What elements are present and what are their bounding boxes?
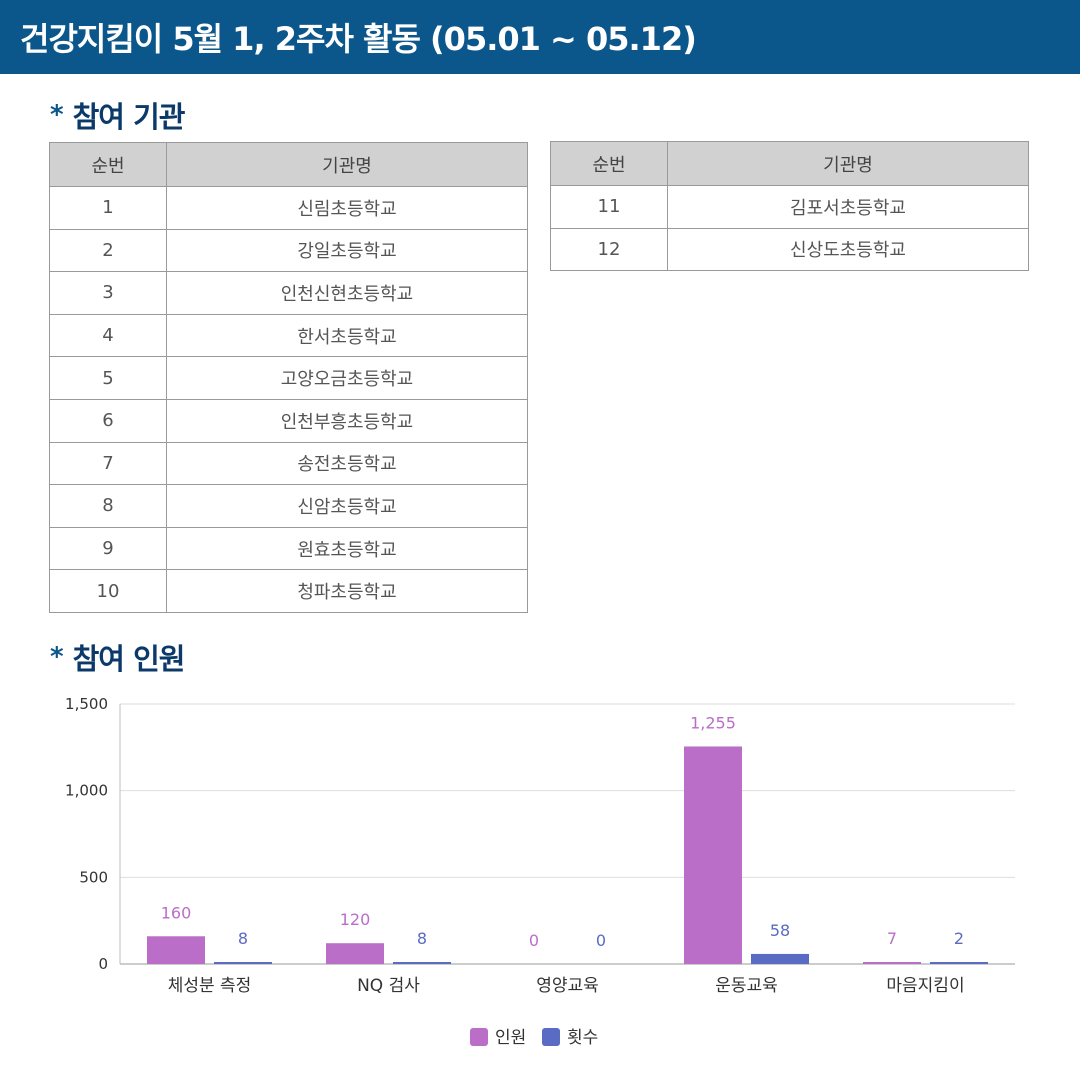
- data-label: 2: [954, 929, 964, 948]
- row-institution: 신암초등학교: [166, 484, 528, 528]
- row-institution: 송전초등학교: [166, 441, 528, 486]
- bar: [326, 943, 384, 964]
- column-header-name: 기관명: [166, 142, 528, 187]
- bar: [393, 962, 451, 964]
- column-header-name: 기관명: [667, 141, 1029, 186]
- bar: [684, 746, 742, 964]
- row-number: 1: [49, 186, 167, 230]
- data-label: 0: [596, 931, 606, 950]
- row-institution: 인천부흥초등학교: [166, 398, 528, 443]
- data-label: 1,255: [690, 713, 736, 732]
- bar: [147, 936, 205, 964]
- legend-label: 인원: [495, 1028, 526, 1048]
- data-label: 120: [340, 910, 371, 929]
- row-institution: 한서초등학교: [166, 313, 528, 358]
- bullet-icon: *: [50, 642, 64, 672]
- institutions-table-left: 순번 기관명 1 신림초등학교 2 강일초등학교 3 인천신현초등학교 4 한서초등학교…: [49, 142, 528, 613]
- table-row: 7 송전초등학교: [49, 441, 528, 486]
- row-number: 9: [49, 526, 167, 571]
- row-number: 4: [49, 313, 167, 358]
- table-row: 6 인천부흥초등학교: [49, 398, 528, 443]
- data-label: 8: [238, 929, 248, 948]
- x-tick-label: 운동교육: [715, 976, 778, 996]
- legend-swatch: [542, 1028, 560, 1046]
- participants-title-text: 참여 인원: [72, 642, 186, 676]
- x-tick-label: 마음지킴이: [886, 976, 964, 996]
- table-row: 11 김포서초등학교: [550, 185, 1029, 229]
- row-number: 6: [49, 398, 167, 443]
- participants-bar-chart: 0 500 1,000 1,500 160 8 체성분 측정 120 8 NQ 검사 0 0 영양교육 1…: [65, 695, 1015, 1048]
- y-tick-label: 1,000: [65, 782, 108, 800]
- data-label: 8: [417, 929, 427, 948]
- row-institution: 강일초등학교: [166, 228, 528, 273]
- data-label: 160: [161, 903, 192, 922]
- participants-section-title: * 참여 인원: [50, 636, 186, 678]
- row-institution: 신림초등학교: [166, 186, 528, 230]
- table-header-row: 순번 기관명: [49, 142, 528, 187]
- row-number: 10: [49, 569, 167, 613]
- legend-swatch: [470, 1028, 488, 1046]
- column-header-number: 순번: [550, 141, 668, 186]
- table-header-row: 순번 기관명: [550, 141, 1029, 186]
- row-number: 7: [49, 441, 167, 486]
- table-row: 8 신암초등학교: [49, 484, 528, 528]
- row-number: 2: [49, 228, 167, 273]
- bar: [751, 953, 809, 964]
- table-row: 12 신상도초등학교: [550, 227, 1029, 272]
- row-number: 8: [49, 484, 167, 528]
- bar: [930, 962, 988, 964]
- table-row: 2 강일초등학교: [49, 228, 528, 273]
- row-number: 12: [550, 227, 668, 272]
- column-header-number: 순번: [49, 142, 167, 187]
- y-tick-label: 1,500: [65, 695, 108, 713]
- row-institution: 김포서초등학교: [667, 185, 1029, 229]
- bar: [214, 962, 272, 964]
- x-tick-label: 영양교육: [536, 976, 599, 996]
- table-row: 5 고양오금초등학교: [49, 356, 528, 400]
- institutions-title-text: 참여 기관: [72, 100, 186, 134]
- row-institution: 원효초등학교: [166, 526, 528, 571]
- row-number: 3: [49, 271, 167, 315]
- table-row: 1 신림초등학교: [49, 186, 528, 230]
- data-label: 0: [529, 931, 539, 950]
- row-institution: 청파초등학교: [166, 569, 528, 613]
- row-institution: 신상도초등학교: [667, 227, 1029, 272]
- row-institution: 고양오금초등학교: [166, 356, 528, 400]
- table-row: 10 청파초등학교: [49, 569, 528, 613]
- bar: [863, 962, 921, 964]
- header-banner: 건강지킴이 5월 1, 2주차 활동 (05.01 ~ 05.12): [0, 0, 1080, 74]
- bullet-icon: *: [50, 100, 64, 130]
- row-number: 11: [550, 185, 668, 229]
- institutions-section-title: * 참여 기관: [50, 94, 186, 136]
- data-label: 58: [770, 921, 790, 940]
- legend-label: 횟수: [567, 1028, 598, 1048]
- x-tick-label: 체성분 측정: [168, 976, 252, 996]
- table-row: 9 원효초등학교: [49, 526, 528, 571]
- x-tick-label: NQ 검사: [357, 976, 420, 996]
- table-row: 3 인천신현초등학교: [49, 271, 528, 315]
- y-tick-label: 500: [79, 868, 108, 886]
- row-institution: 인천신현초등학교: [166, 271, 528, 315]
- page-title: 건강지킴이 5월 1, 2주차 활동 (05.01 ~ 05.12): [20, 20, 697, 58]
- institutions-table-right: 순번 기관명 11 김포서초등학교 12 신상도초등학교: [550, 141, 1029, 272]
- row-number: 5: [49, 356, 167, 400]
- y-tick-label: 0: [98, 955, 108, 973]
- data-label: 7: [887, 929, 897, 948]
- table-row: 4 한서초등학교: [49, 313, 528, 358]
